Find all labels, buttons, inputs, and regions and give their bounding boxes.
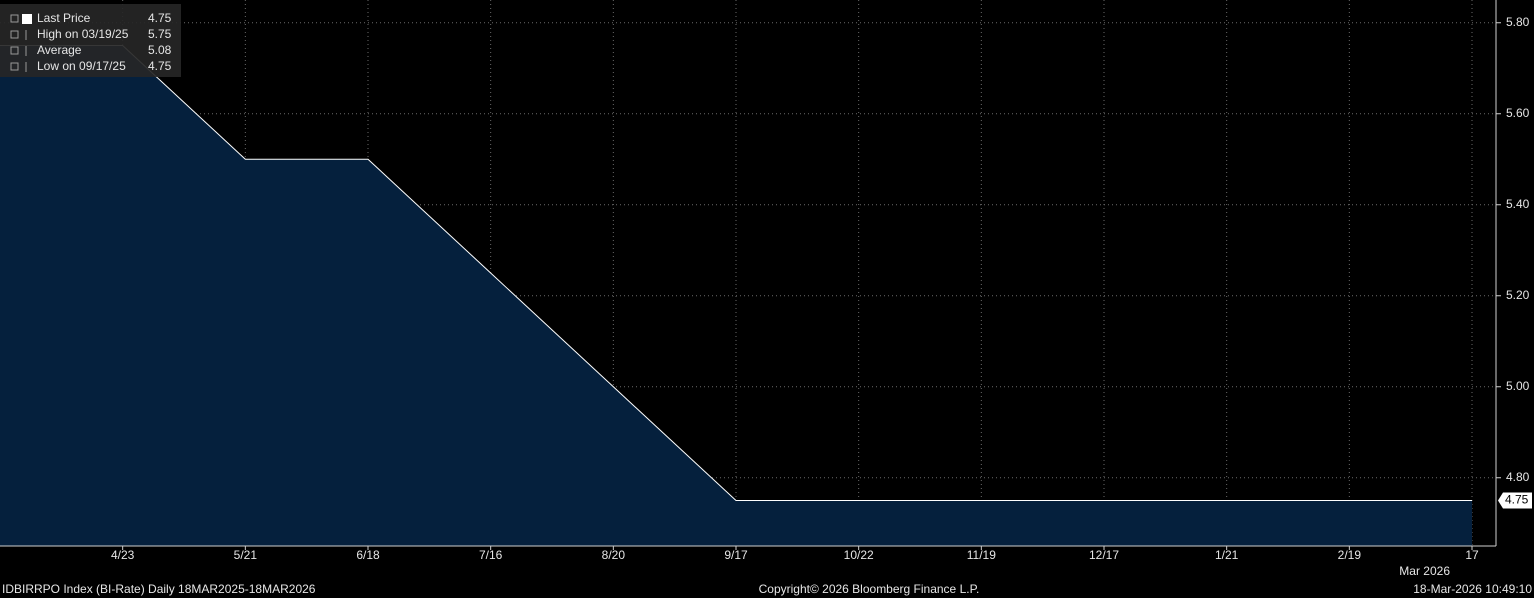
legend-value: 5.75 [148,27,172,41]
legend-toggle [10,46,19,55]
footer-left: IDBIRRPO Index (BI-Rate) Daily 18MAR2025… [2,582,316,596]
area [0,45,1472,546]
y-tick-label: 5.20 [1506,288,1530,302]
legend-value: 4.75 [148,11,172,25]
y-tick-label: 5.40 [1506,197,1530,211]
x-tick-label: 1/21 [1215,548,1239,562]
x-tick-label: 12/17 [1089,548,1119,562]
x-tick-label: 11/19 [967,548,996,562]
line [0,45,1472,501]
footer-center: Copyright© 2026 Bloomberg Finance L.P. [759,582,980,596]
legend-label: High on 03/19/25 [37,27,129,41]
legend-swatch [22,14,32,24]
x-sublabel: Mar 2026 [1399,564,1450,578]
x-tick-label: 7/16 [479,548,503,562]
y-tick-label: 5.00 [1506,379,1530,393]
x-tick-label: 10/22 [844,548,874,562]
legend-toggle [10,30,19,39]
last-price-label: 4.75 [1505,493,1529,507]
x-tick-label: 2/19 [1338,548,1362,562]
legend-value: 4.75 [148,59,172,73]
last-price-tag [1498,492,1532,509]
legend-value: 5.08 [148,43,172,57]
x-tick-label: 8/20 [602,548,626,562]
x-tick-label: 4/23 [111,548,135,562]
legend-label: Low on 09/17/25 [37,59,126,73]
legend-label: Last Price [37,11,91,25]
x-tick-label: 9/17 [724,548,748,562]
y-tick-label: 4.80 [1506,470,1530,484]
plot-area [0,0,1496,550]
legend: Last Price 4.75 High on 03/19/25 5.75 Averag… [0,4,181,77]
x-tick-label: 5/21 [234,548,258,562]
y-tick-label: 5.80 [1506,15,1530,29]
x-tick-label: 17 [1465,548,1479,562]
x-tick-label: 6/18 [356,548,380,562]
footer-right: 18-Mar-2026 10:49:10 [1413,582,1532,596]
y-tick-label: 5.60 [1506,106,1530,120]
legend-label: Average [37,43,82,57]
legend-toggle [10,14,19,23]
legend-toggle [10,62,19,71]
